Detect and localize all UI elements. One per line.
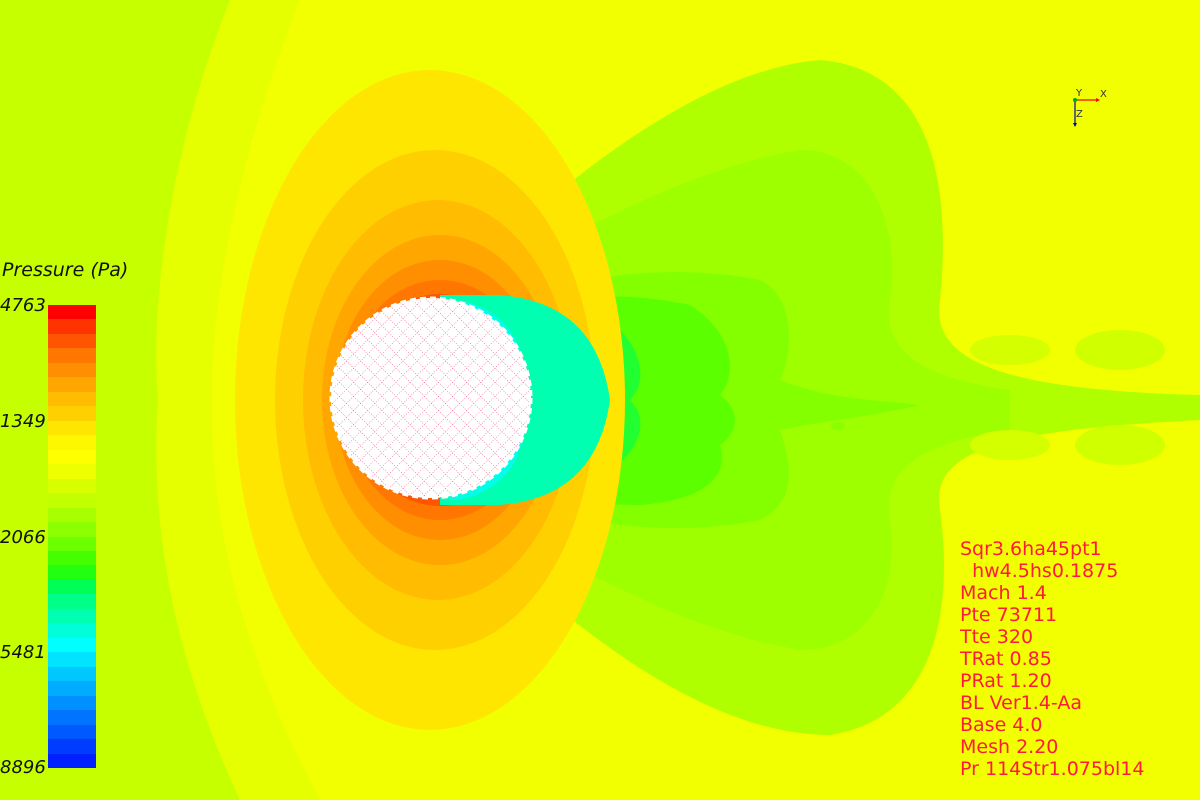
parameter-line: Sqr3.6ha45pt1: [960, 538, 1102, 560]
legend-tick-label: 2066: [0, 527, 46, 548]
parameter-line: Base 4.0: [960, 714, 1043, 736]
legend-tick-label: 4763: [0, 295, 46, 316]
colorbar-band: [48, 608, 96, 624]
body-mesh[interactable]: [331, 298, 531, 498]
colorbar-band: [48, 507, 96, 523]
colorbar-band: [48, 333, 96, 349]
colorbar-band: [48, 362, 96, 378]
contour-band: [831, 422, 845, 430]
colorbar-band: [48, 391, 96, 407]
body-outline: [329, 296, 533, 500]
colorbar-band: [48, 565, 96, 580]
colorbar-band: [48, 550, 96, 566]
parameter-line: Tte 320: [960, 626, 1034, 648]
contour-band: [970, 430, 1050, 460]
colorbar-band: [48, 319, 96, 334]
colorbar-band: [48, 493, 96, 508]
y-axis-label: Y: [1075, 88, 1083, 99]
colorbar-band: [48, 406, 96, 421]
colorbar-band: [48, 464, 96, 479]
legend-tick-label: 1349: [0, 411, 46, 432]
colorbar-band: [48, 536, 96, 551]
colorbar-band: [48, 377, 96, 392]
colorbar-band: [48, 420, 96, 436]
colorbar-band: [48, 623, 96, 638]
colorbar-band: [48, 724, 96, 740]
colorbar-band: [48, 695, 96, 711]
parameter-line: Pte 73711: [960, 604, 1058, 626]
parameter-line: Pr 114Str1.075bl14: [960, 758, 1145, 780]
parameter-line: PRat 1.20: [960, 670, 1052, 692]
colorbar-band: [48, 739, 96, 754]
parameter-line: TRat 0.85: [960, 648, 1052, 670]
parameter-line: hw4.5hs0.1875: [960, 560, 1119, 582]
colorbar-band: [48, 579, 96, 595]
colorbar-band: [48, 435, 96, 450]
x-axis-label: X: [1100, 89, 1107, 100]
contour-band: [1075, 425, 1165, 465]
axes-triad: X Y Z: [1073, 88, 1107, 127]
parameter-line: BL Ver1.4-Aa: [960, 692, 1082, 714]
colorbar-band: [48, 652, 96, 667]
colorbar-band: [48, 305, 96, 320]
colorbar-band: [48, 478, 96, 494]
parameter-line: Mesh 2.20: [960, 736, 1059, 758]
parameters-annotation: Sqr3.6ha45pt1 hw4.5hs0.1875 Mach 1.4 Pte 7…: [960, 538, 1144, 780]
colorbar-band: [48, 753, 96, 768]
legend-tick-label: 8896: [0, 757, 46, 778]
z-axis-label: Z: [1076, 109, 1083, 120]
colorbar-band: [48, 681, 96, 696]
colorbar-band: [48, 522, 96, 537]
legend-title: Pressure (Pa): [2, 259, 129, 281]
colorbar-band: [48, 637, 96, 653]
y-axis-dot: [1073, 98, 1077, 102]
contour-band: [1075, 330, 1165, 370]
legend-tick-label: 5481: [0, 642, 46, 663]
colorbar-band: [48, 348, 96, 363]
colorbar: [48, 305, 96, 768]
parameter-line: Mach 1.4: [960, 582, 1047, 604]
colorbar-band: [48, 666, 96, 682]
x-arrow-icon: [1096, 98, 1100, 102]
z-arrow-icon: [1073, 123, 1077, 127]
colorbar-band: [48, 594, 96, 609]
contour-band: [970, 335, 1050, 365]
colorbar-band: [48, 449, 96, 465]
colorbar-band: [48, 710, 96, 725]
